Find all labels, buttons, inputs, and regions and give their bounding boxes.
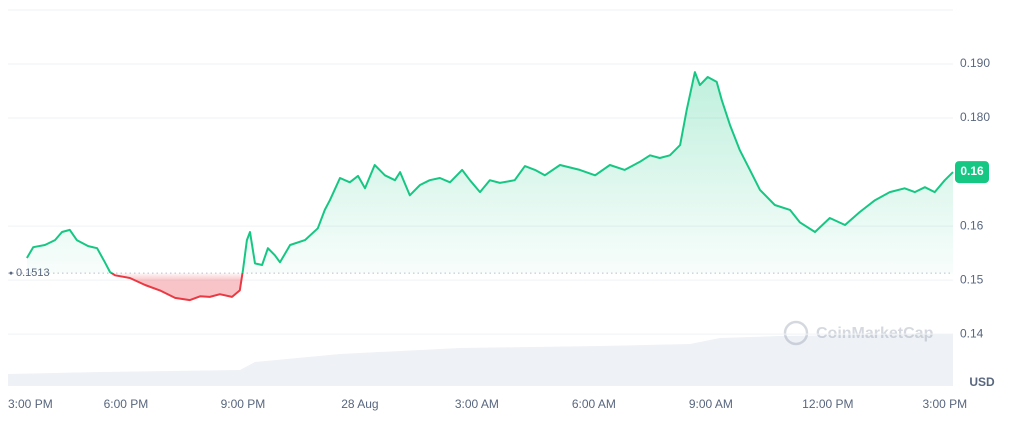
x-tick-label: 3:00 PM xyxy=(922,397,967,411)
price-badge-label: 0.16 xyxy=(960,164,984,178)
x-tick-label: 12:00 PM xyxy=(802,397,853,411)
x-tick-label: 3:00 AM xyxy=(455,397,499,411)
baseline-label: 0.1513 xyxy=(16,267,50,279)
watermark-logo xyxy=(783,320,809,346)
x-tick-label: 6:00 AM xyxy=(572,397,616,411)
x-tick-label: 3:00 PM xyxy=(8,397,53,411)
y-tick-label: 0.15 xyxy=(960,272,984,286)
y-tick-label: 0.14 xyxy=(960,326,984,340)
x-tick-label: 9:00 AM xyxy=(689,397,733,411)
y-tick-label: 0.180 xyxy=(960,110,990,124)
price-area xyxy=(26,72,953,301)
y-tick-label: 0.16 xyxy=(960,218,984,232)
y-tick-label: 0.190 xyxy=(960,56,990,70)
x-tick-label: 9:00 PM xyxy=(221,397,266,411)
x-tick-label: 6:00 PM xyxy=(104,397,149,411)
baseline-dot xyxy=(9,271,13,275)
x-tick-label: 28 Aug xyxy=(341,397,378,411)
price-line xyxy=(26,71,954,302)
currency-label: USD xyxy=(969,375,995,389)
price-badge xyxy=(955,161,989,184)
volume-area xyxy=(8,334,953,386)
